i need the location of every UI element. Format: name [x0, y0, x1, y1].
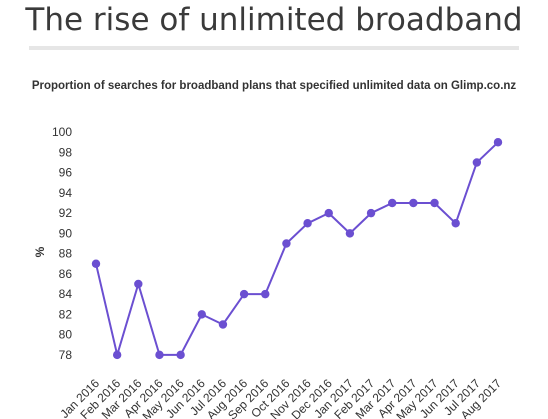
- data-points: [91, 138, 503, 360]
- chart-title: Proportion of searches for broadband pla…: [31, 80, 517, 92]
- data-point[interactable]: [324, 208, 333, 218]
- data-point[interactable]: [155, 350, 164, 360]
- data-point[interactable]: [134, 279, 143, 289]
- data-point[interactable]: [176, 350, 185, 360]
- data-point[interactable]: [451, 219, 460, 228]
- data-point[interactable]: [112, 350, 122, 360]
- y-tick-label: 98: [59, 145, 73, 159]
- page-title: The rise of unlimited broadband: [25, 2, 523, 38]
- series-line: [95, 141, 499, 359]
- data-point[interactable]: [282, 239, 291, 248]
- data-point[interactable]: [472, 158, 482, 167]
- y-tick-label: 94: [59, 186, 73, 200]
- data-point[interactable]: [345, 229, 355, 238]
- y-axis-label: %: [33, 246, 47, 257]
- title-divider: [29, 46, 519, 50]
- data-point[interactable]: [493, 138, 503, 147]
- y-axis-ticks: 78 80 82 84 86 88 90 92 94 96 98 100: [52, 125, 72, 362]
- y-tick-label: 84: [59, 287, 73, 301]
- data-point[interactable]: [388, 198, 397, 208]
- y-tick-label: 92: [59, 206, 73, 220]
- y-tick-label: 88: [59, 247, 73, 261]
- data-point[interactable]: [366, 208, 376, 218]
- y-tick-label: 96: [59, 166, 73, 180]
- data-point[interactable]: [430, 198, 439, 208]
- data-point[interactable]: [239, 289, 249, 299]
- data-point[interactable]: [197, 310, 206, 319]
- data-point[interactable]: [303, 219, 312, 228]
- y-tick-label: 100: [52, 125, 72, 139]
- y-tick-label: 90: [59, 226, 73, 240]
- y-tick-label: 78: [59, 348, 73, 362]
- y-tick-label: 80: [59, 328, 73, 342]
- data-point[interactable]: [409, 198, 418, 208]
- y-tick-label: 82: [59, 307, 73, 321]
- data-point[interactable]: [218, 320, 228, 329]
- y-tick-label: 86: [59, 267, 73, 281]
- data-point[interactable]: [91, 259, 101, 268]
- data-point[interactable]: [261, 289, 270, 299]
